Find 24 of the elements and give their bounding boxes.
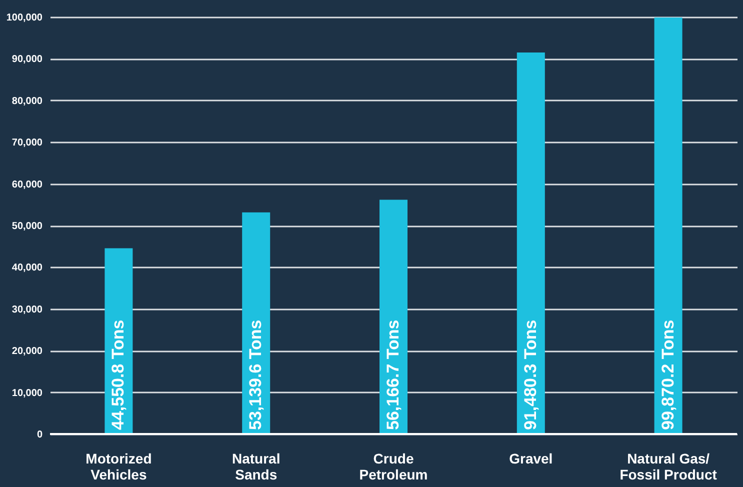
data-label: 91,480.3 Tons xyxy=(520,320,540,430)
bar xyxy=(516,52,545,434)
x-tick-label: Natural Sands xyxy=(232,450,280,482)
x-tick-label: Gravel xyxy=(509,450,553,466)
data-label: 56,166.7 Tons xyxy=(384,320,402,430)
y-tick-label: 20,000 xyxy=(12,346,43,358)
y-tick-label: 70,000 xyxy=(12,138,43,149)
x-tick-label: Motorized Vehicles xyxy=(86,450,152,482)
bar xyxy=(654,18,682,434)
y-tick-label: 60,000 xyxy=(12,179,43,190)
y-tick-label: 90,000 xyxy=(12,54,43,66)
y-tick-label: 40,000 xyxy=(12,262,43,274)
y-tick-label: 80,000 xyxy=(12,96,43,107)
bar xyxy=(380,200,408,434)
y-tick-label: 10,000 xyxy=(12,388,43,399)
y-tick-label: 100,000 xyxy=(6,12,43,24)
data-label: 44,550.8 Tons xyxy=(108,320,128,430)
y-tick-label: 50,000 xyxy=(12,221,43,232)
data-label: 53,139.6 Tons xyxy=(246,320,266,430)
y-tick-label: 0 xyxy=(36,430,43,440)
data-label: 99,870.2 Tons xyxy=(658,320,678,430)
y-tick-label: 30,000 xyxy=(12,304,43,316)
x-tick-label: Natural Gas/ Fossil Product xyxy=(620,450,718,482)
x-tick-label: Crude Petroleum xyxy=(359,450,428,482)
